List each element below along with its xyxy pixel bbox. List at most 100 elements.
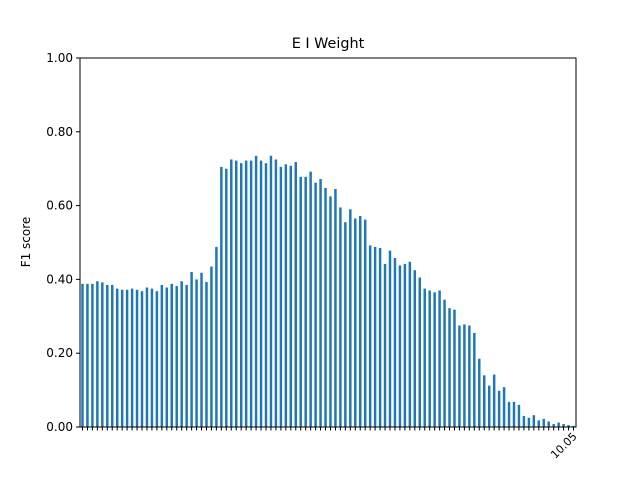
bar xyxy=(230,159,233,428)
bar xyxy=(532,415,536,427)
bar xyxy=(289,165,293,427)
bar xyxy=(339,207,342,427)
bar xyxy=(264,163,268,428)
bar xyxy=(537,420,541,427)
bar xyxy=(393,258,397,427)
bar xyxy=(552,424,555,427)
bar xyxy=(329,196,332,428)
y-tick-label: 0.20 xyxy=(46,346,73,360)
y-tick-label: 0.80 xyxy=(46,125,73,139)
bar xyxy=(547,421,550,427)
bar xyxy=(279,166,283,428)
bar xyxy=(453,309,456,427)
bar xyxy=(125,289,129,427)
bar xyxy=(349,209,352,427)
bar xyxy=(135,289,139,427)
bar xyxy=(324,187,327,427)
bar xyxy=(205,281,208,427)
bar xyxy=(418,277,421,427)
bar xyxy=(557,422,560,427)
bar xyxy=(507,401,511,427)
bar xyxy=(344,222,347,427)
bar xyxy=(483,375,486,427)
bar xyxy=(567,425,570,427)
bar xyxy=(517,404,521,427)
bar xyxy=(180,281,183,427)
bar xyxy=(309,171,312,427)
bar xyxy=(448,308,451,427)
bar xyxy=(408,261,412,427)
bar xyxy=(249,160,253,427)
bar xyxy=(502,387,506,427)
bar xyxy=(403,263,407,427)
bar xyxy=(239,163,243,428)
bar xyxy=(314,182,317,427)
bar xyxy=(443,299,446,427)
bar xyxy=(359,215,362,427)
bar xyxy=(512,401,516,427)
bar xyxy=(140,291,144,427)
bar xyxy=(195,279,198,427)
bar xyxy=(115,288,119,428)
bar xyxy=(473,332,476,427)
bar xyxy=(210,266,213,427)
bar xyxy=(304,176,307,427)
bar xyxy=(383,263,387,427)
plot-frame xyxy=(79,57,577,428)
bar xyxy=(294,162,297,427)
bar xyxy=(150,288,154,428)
bar xyxy=(130,288,134,428)
bar xyxy=(433,292,436,427)
bar xyxy=(463,324,466,427)
bar xyxy=(527,417,531,427)
bar xyxy=(259,160,263,427)
bar xyxy=(458,325,461,427)
y-tick-label: 1.00 xyxy=(46,51,73,65)
bar xyxy=(235,160,238,427)
bar xyxy=(225,168,228,427)
bar xyxy=(423,288,426,428)
bar xyxy=(215,246,218,427)
bar xyxy=(487,385,491,427)
bar xyxy=(438,290,441,427)
bar xyxy=(468,325,471,427)
y-tick-label: 0.40 xyxy=(46,272,73,286)
bar xyxy=(398,265,402,427)
bar xyxy=(428,290,431,427)
chart-title: E I Weight xyxy=(292,36,365,52)
bars xyxy=(81,155,575,428)
bar xyxy=(413,270,417,427)
bar xyxy=(175,286,178,427)
bar xyxy=(478,358,481,427)
bar xyxy=(492,374,496,427)
bar xyxy=(542,418,545,427)
bar xyxy=(562,424,565,427)
bar xyxy=(368,245,372,427)
y-tick-label: 0.00 xyxy=(46,420,73,434)
bar xyxy=(373,246,377,427)
bar xyxy=(378,248,382,427)
bar xyxy=(81,283,84,427)
bar xyxy=(334,189,337,427)
bar xyxy=(269,155,273,428)
bar xyxy=(96,281,99,427)
bar xyxy=(155,291,159,427)
bar xyxy=(254,155,258,428)
bar xyxy=(106,284,109,427)
bar xyxy=(86,283,89,427)
y-tick-label: 0.60 xyxy=(46,199,73,213)
bar xyxy=(165,287,169,427)
bar xyxy=(220,166,223,428)
bar xyxy=(111,284,114,427)
bar xyxy=(274,159,278,428)
bar xyxy=(185,284,188,427)
bar xyxy=(363,219,367,427)
bar xyxy=(319,179,322,427)
y-axis-label: F1 score xyxy=(19,217,33,268)
bar xyxy=(388,250,392,427)
bar xyxy=(145,287,149,427)
bar xyxy=(244,160,248,427)
bar xyxy=(299,176,302,427)
bar xyxy=(91,283,94,427)
